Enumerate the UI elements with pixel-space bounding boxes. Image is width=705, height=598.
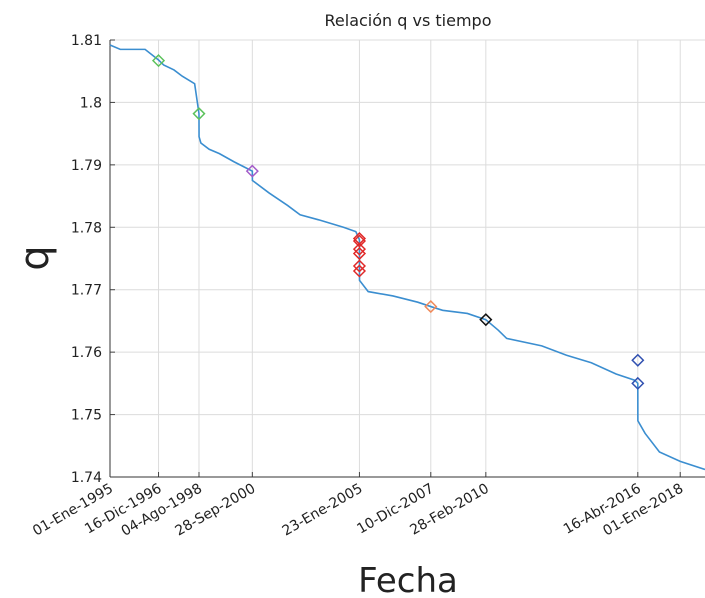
marker: [631, 353, 645, 367]
marker: [424, 300, 438, 314]
marker: [352, 246, 367, 261]
y-tick-label: 1.76: [71, 345, 102, 361]
y-tick-label: 1.79: [71, 158, 102, 174]
y-tick-label: 1.81: [71, 33, 102, 49]
marker: [245, 164, 259, 178]
x-tick-label: 23-Ene-2005: [280, 481, 366, 540]
y-axis-label: q: [12, 245, 58, 270]
x-axis-label: Fecha: [358, 561, 458, 598]
marker: [352, 234, 367, 248]
marker: [151, 54, 166, 68]
marker: [352, 259, 367, 273]
y-tick-label: 1.74: [71, 470, 102, 486]
marker: [479, 313, 493, 327]
y-tick-label: 1.8: [80, 95, 102, 111]
chart-title: Relación q vs tiempo: [325, 11, 492, 30]
marker: [352, 264, 367, 278]
marker: [192, 107, 206, 121]
y-tick-label: 1.77: [71, 283, 102, 299]
marker: [352, 242, 367, 256]
y-tick-label: 1.75: [71, 408, 102, 424]
y-tick-label: 1.78: [71, 220, 102, 236]
marker: [631, 376, 645, 390]
x-tick-label: 01-Ene-1995: [30, 481, 116, 540]
